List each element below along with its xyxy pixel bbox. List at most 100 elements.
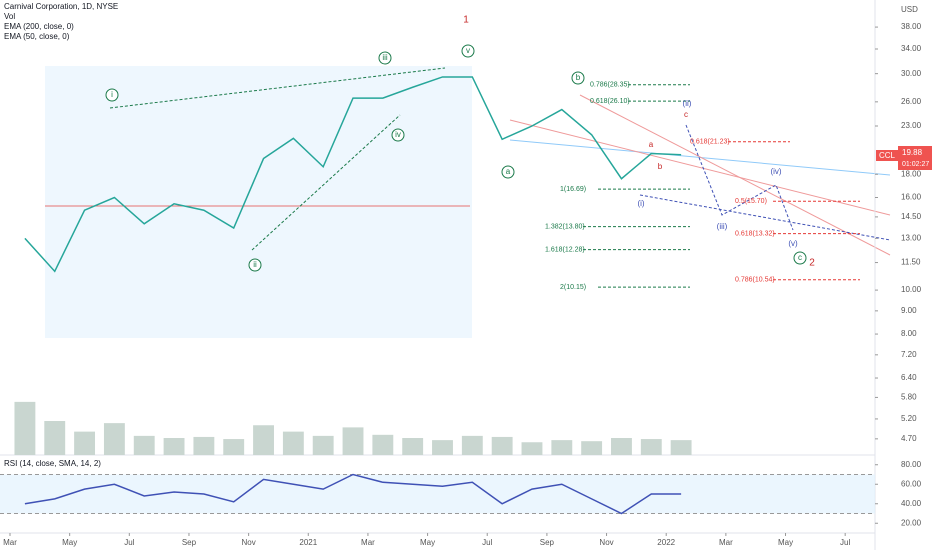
fib-label: 0.5(15.70) [735, 198, 767, 205]
wave-label: c [684, 110, 688, 119]
y-tick-label: 8.00 [901, 329, 917, 338]
volume-bar [163, 438, 185, 455]
y-tick-label: 14.50 [901, 212, 922, 221]
y-tick-label: 7.20 [901, 350, 917, 359]
volume-bar [372, 434, 394, 455]
x-tick-label: May [420, 538, 435, 547]
volume-bar [14, 401, 36, 455]
wave-label: c [798, 253, 802, 262]
volume-bar [521, 442, 543, 455]
volume-bar [312, 435, 334, 455]
volume-bar [551, 440, 573, 455]
wave-label: b [658, 162, 663, 171]
wave-circle [501, 165, 515, 179]
wave-circle [248, 258, 262, 272]
wave-label: 1 [463, 15, 469, 26]
fib-label: 0.618(26.10) [590, 98, 630, 105]
fib-label: 0.618(13.32) [735, 230, 775, 237]
volume-bar [74, 431, 96, 455]
fib-label: 1.382(13.80) [545, 223, 585, 230]
y-tick-label: 11.50 [901, 258, 921, 267]
y-tick-label: 26.00 [901, 97, 922, 106]
wave-label: (v) [788, 239, 798, 248]
channel-line [639, 194, 891, 241]
x-tick-label: 2022 [657, 538, 675, 547]
wave-label: iii [382, 53, 388, 62]
y-tick-label: 10.00 [901, 285, 922, 294]
y-tick-label: 60.00 [901, 479, 922, 488]
volume-bar [461, 435, 483, 455]
indicator: EMA (50, close, 0) [4, 32, 70, 41]
fib-label: 2(10.15) [560, 284, 586, 291]
wave-label: (iii) [717, 222, 728, 231]
wave-circle [378, 51, 392, 65]
volume-bar [223, 439, 245, 455]
x-tick-label: Sep [182, 538, 197, 547]
price-tag [898, 146, 932, 170]
fib-label: 1.618(12.28) [545, 246, 585, 253]
y-tick-label: 9.00 [901, 306, 917, 315]
wave-label: (ii) [683, 99, 692, 108]
volume-profile-range [45, 66, 472, 338]
wave-circle [391, 128, 405, 142]
wave-label: (iv) [770, 167, 781, 176]
y-tick-label: 18.00 [901, 169, 922, 178]
volume-bar [253, 425, 274, 455]
channel-line [509, 119, 891, 216]
x-tick-label: May [62, 538, 77, 547]
channel-line [509, 139, 891, 176]
x-tick-label: Jul [482, 538, 492, 547]
y-tick-label: 38.00 [901, 22, 922, 31]
wave-circle [793, 251, 807, 265]
x-tick-label: Nov [599, 538, 613, 547]
volume-bar [133, 435, 155, 455]
x-tick-label: Sep [540, 538, 555, 547]
rsi-band [0, 474, 875, 514]
x-tick-label: Nov [242, 538, 256, 547]
fib-label: 0.786(28.35) [590, 82, 630, 89]
chart-title: Carnival Corporation, 1D, NYSE [4, 2, 118, 11]
y-tick-label: 80.00 [901, 460, 922, 469]
y-tick-label: 4.70 [901, 434, 917, 443]
y-tick-label: 13.00 [901, 234, 922, 243]
y-tick-label: 5.80 [901, 393, 917, 402]
last-price: 19.88 [902, 148, 923, 157]
trend-line [251, 114, 401, 251]
fib-label: 0.786(10.54) [735, 277, 775, 284]
indicator: EMA (200, close, 0) [4, 22, 74, 31]
channel-line [579, 94, 891, 256]
wave-label: b [576, 73, 581, 82]
price-line [24, 76, 682, 273]
rsi-title: RSI (14, close, SMA, 14, 2) [4, 459, 101, 468]
x-tick-label: Jul [124, 538, 134, 547]
wave-label: (i) [637, 199, 644, 208]
wave-circle [571, 71, 585, 85]
wave-label: iv [395, 130, 401, 139]
volume-bar [670, 440, 692, 455]
volume-bar [44, 421, 66, 455]
volume-bar [432, 440, 453, 455]
y-tick-label: 5.20 [901, 414, 917, 423]
wave-label: a [649, 140, 654, 149]
wave-label: v [466, 46, 470, 55]
symbol-tag [876, 150, 898, 161]
wave-label: 2 [809, 258, 815, 269]
volume-bar [640, 439, 662, 455]
countdown: 01:02:27 [902, 161, 929, 168]
x-tick-label: Jul [840, 538, 850, 547]
volume-bar [611, 438, 632, 455]
y-tick-label: 6.40 [901, 373, 917, 382]
x-tick-label: Mar [3, 538, 17, 547]
x-tick-label: May [778, 538, 793, 547]
wave-label: a [506, 167, 511, 176]
x-tick-label: 2021 [299, 538, 317, 547]
volume-bar [581, 441, 603, 455]
x-tick-label: Mar [719, 538, 733, 547]
volume-bar [103, 423, 125, 455]
symbol: CCL [879, 151, 896, 160]
y-tick-label: 16.00 [901, 193, 922, 202]
x-tick-label: Mar [361, 538, 375, 547]
wave-circle [105, 88, 119, 102]
fib-label: 0.618(21.23) [690, 139, 730, 146]
